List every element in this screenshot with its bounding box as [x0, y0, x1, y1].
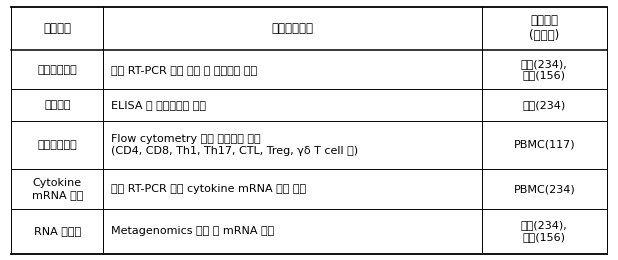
Text: 분석항목: 분석항목 — [43, 22, 71, 35]
Text: Flow cytometry 이용 면역세포 분석
(CD4, CD8, Th1, Th17, CTL, Treg, γδ T cell 등): Flow cytometry 이용 면역세포 분석 (CD4, CD8, Th1… — [111, 134, 358, 156]
Text: RNA 시퀀싱: RNA 시퀀싱 — [34, 226, 81, 236]
Text: 정량 RT-PCR 이용 cytokine mRNA 발현 분석: 정량 RT-PCR 이용 cytokine mRNA 발현 분석 — [111, 184, 307, 194]
Text: Cytokine
mRNA 발현: Cytokine mRNA 발현 — [32, 178, 83, 200]
Text: 면역세포분석: 면역세포분석 — [38, 140, 77, 150]
Text: 바이러스검사: 바이러스검사 — [38, 64, 77, 75]
Text: PBMC(234): PBMC(234) — [514, 184, 575, 194]
Text: 세부분석내용: 세부분석내용 — [272, 22, 313, 35]
Text: ELISA 및 중화항체가 분석: ELISA 및 중화항체가 분석 — [111, 100, 206, 110]
Text: 항체검사: 항체검사 — [44, 100, 70, 110]
Text: Metagenomics 활용 총 mRNA 분석: Metagenomics 활용 총 mRNA 분석 — [111, 226, 275, 236]
Text: 전혈(234),
조직(156): 전혈(234), 조직(156) — [521, 220, 568, 242]
Text: 혈청(234),
조직(156): 혈청(234), 조직(156) — [521, 59, 568, 80]
Text: 분석시료
(분석수): 분석시료 (분석수) — [529, 14, 559, 42]
Text: 정량 RT-PCR 이용 시료 내 바이러스 정량: 정량 RT-PCR 이용 시료 내 바이러스 정량 — [111, 64, 258, 75]
Text: 혈청(234): 혈청(234) — [523, 100, 566, 110]
Text: PBMC(117): PBMC(117) — [514, 140, 575, 150]
